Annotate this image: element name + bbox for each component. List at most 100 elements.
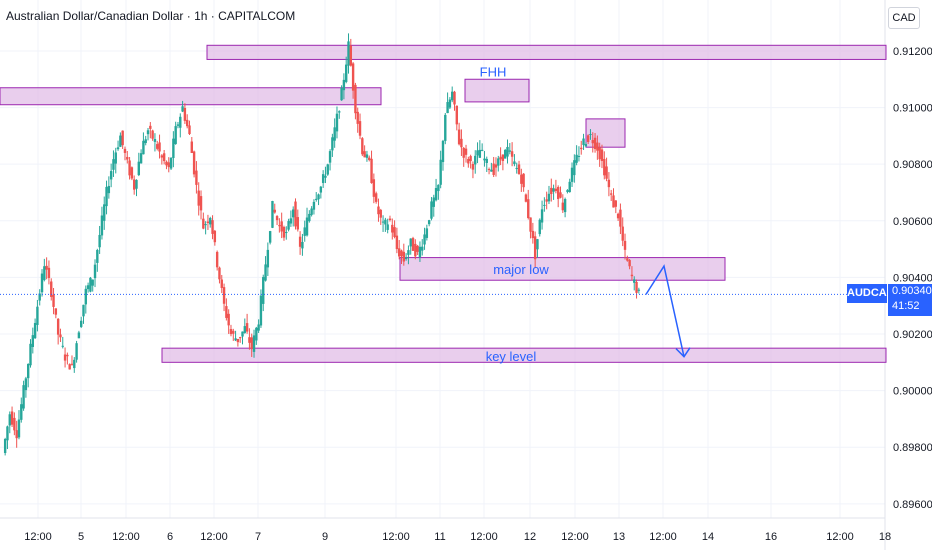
candle-body [508,150,512,152]
candle-body [3,438,7,454]
candle-body [47,267,51,279]
candle-body [158,142,161,152]
candle-body [22,385,25,409]
candle-body [591,140,594,144]
candle-body [520,174,523,184]
candle-body [501,154,505,161]
candle-body [621,226,624,241]
candle-body [89,277,92,292]
candle-body [485,158,488,163]
candle-body [296,217,300,230]
candle-body [626,258,629,261]
candle-body [275,216,279,221]
candle-body [635,282,638,293]
candle-body [195,170,198,185]
candle-body [529,217,532,232]
candle-body [455,105,459,125]
candle-body [328,151,332,163]
candle-body [40,273,44,293]
candle-body [70,363,74,365]
candle-body [132,179,136,190]
candle-body [250,337,253,350]
candle-body [499,156,502,160]
currency-button[interactable]: CAD [888,7,920,29]
candle-body [471,164,475,170]
candle-body [137,161,141,176]
candle-body [464,148,468,155]
candle-body [232,330,235,334]
candle-body [430,201,433,219]
candle-body [404,257,408,260]
candle-body [411,238,415,251]
candle-body [333,127,336,141]
candle-body [545,199,548,202]
candle-body [165,161,168,166]
candle-body [255,327,258,341]
candle-body [36,306,39,325]
y-tick-label: 0.90600 [893,216,932,228]
candle-body [146,130,150,135]
candle-body [556,187,560,199]
candle-body [197,190,200,206]
candle-body [467,158,470,164]
candle-body [50,281,53,297]
candle-body [524,194,528,202]
y-tick-label: 0.91000 [893,103,932,115]
candle-body [363,151,366,158]
candle-body [453,91,456,105]
candle-body [568,181,571,193]
x-tick-label: 16 [765,531,777,543]
candle-body [540,209,544,223]
price-tag: 0.90340 41:52 [888,284,932,316]
candle-body [515,167,518,169]
candle-body [522,173,525,188]
candle-body [202,218,205,229]
y-tick-label: 0.90400 [893,272,932,284]
candle-body [550,187,553,195]
candle-body [225,306,228,318]
zone-rect [464,78,530,103]
candle-body [619,209,622,227]
candle-body [347,41,350,66]
candle-body [395,235,399,250]
candle-body [84,288,88,305]
candle-body [10,411,14,425]
x-tick-label: 12:00 [200,531,228,543]
candle-body [222,287,226,304]
candle-body [582,138,585,145]
candle-body [538,219,541,235]
candle-body [533,236,537,260]
candle-body [372,179,376,197]
y-tick-label: 0.89800 [893,442,932,454]
candle-body [209,218,212,225]
candle-body [287,221,290,230]
candle-body [91,279,94,286]
candle-body [52,294,55,307]
zone-label: key level [486,349,537,364]
x-tick-label: 9 [322,531,328,543]
candle-body [243,326,247,333]
candle-body [575,154,578,163]
candle-body [563,199,567,213]
y-tick-label: 0.89600 [893,499,932,511]
candle-body [15,430,18,439]
candle-body [317,194,320,200]
candle-body [229,329,233,335]
candle-body [245,323,249,332]
x-tick-label: 12:00 [382,531,410,543]
candle-body [393,227,396,237]
x-tick-label: 12 [524,531,536,543]
candle-body [584,144,588,147]
candle-body [605,166,608,179]
candle-body [614,200,618,207]
candle-body [13,417,16,431]
candle-body [552,188,555,192]
candle-body [82,304,85,317]
candle-body [112,159,115,170]
candle-body [497,158,500,166]
candle-body [391,224,394,233]
candle-body [301,241,304,249]
zone-label: major low [493,262,549,277]
candle-body [462,147,465,158]
